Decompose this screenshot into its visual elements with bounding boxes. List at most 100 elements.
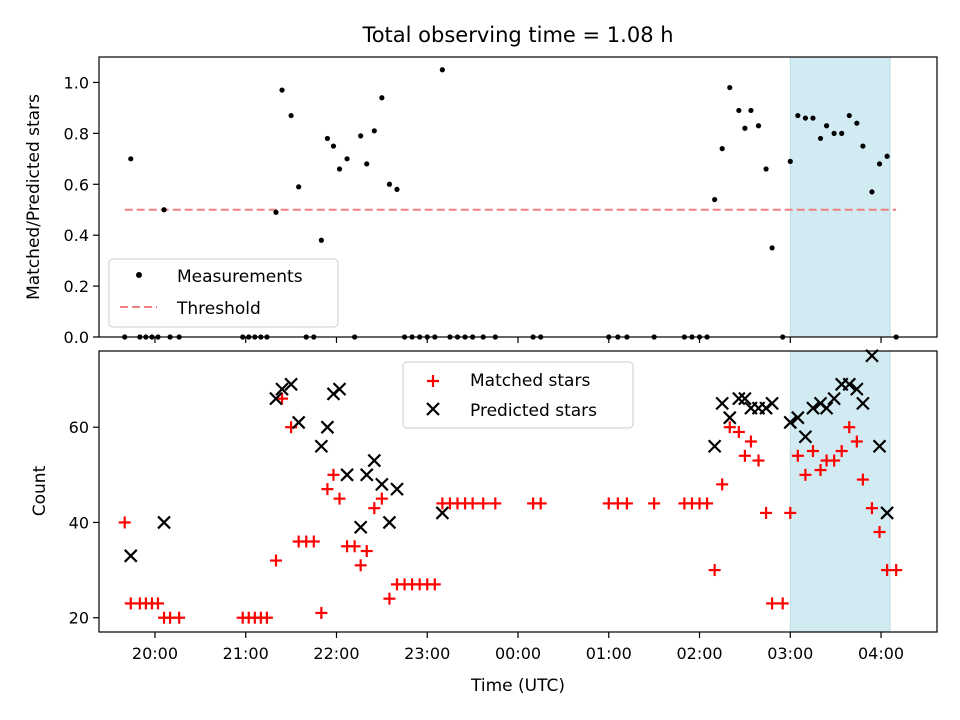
matched-star-point: [865, 502, 878, 515]
matched-star-point: [814, 464, 827, 477]
measurement-point: [330, 143, 337, 149]
measurement-point: [769, 245, 775, 251]
measurement-point: [719, 146, 725, 152]
top-highlight-span: [789, 56, 891, 338]
predicted-star-point: [791, 410, 805, 425]
matched-star-point: [477, 497, 490, 510]
predicted-star-point: [157, 515, 171, 530]
predicted-star-point: [872, 439, 887, 454]
bottom-xtick-label: 01:00: [586, 644, 632, 663]
measurement-point: [854, 120, 860, 126]
predicted-star-point: [715, 396, 729, 411]
predicted-star-point: [367, 453, 382, 468]
matched-star-point: [620, 497, 633, 510]
bottom-xtick-label: 20:00: [132, 644, 178, 663]
matched-star-point: [348, 540, 361, 553]
measurement-point: [296, 184, 302, 190]
bottom-panel: 20 40 60 20:00 21:00 22:00 23:00 00:00 01:00 02:…: [30, 348, 938, 696]
predicted-star-point: [798, 429, 813, 444]
matched-star-point: [307, 535, 320, 548]
matched-star-point: [835, 445, 848, 458]
legend-matched-marker: [427, 375, 439, 387]
bottom-xtick-label: 03:00: [767, 644, 813, 663]
measurement-point: [386, 181, 393, 187]
measurement-point: [336, 166, 343, 172]
legend-threshold-label: Threshold: [176, 299, 261, 319]
matched-star-point: [466, 497, 479, 510]
matched-star-point: [375, 492, 388, 505]
matched-star-point: [752, 454, 765, 467]
measurement-point: [795, 112, 801, 119]
measurement-point: [273, 209, 279, 215]
measurement-point: [736, 107, 742, 114]
top-ytick-label: 0.6: [64, 175, 89, 194]
predicted-star-point: [707, 439, 722, 454]
predicted-star-point: [732, 391, 746, 406]
measurement-point: [839, 130, 845, 136]
matched-star-point: [873, 525, 886, 538]
measurement-point: [161, 207, 167, 213]
predicted-star-point: [275, 382, 289, 396]
measurement-point: [810, 115, 816, 121]
measurement-point: [371, 128, 377, 134]
measurement-point: [364, 161, 370, 167]
predicted-star-point: [284, 377, 298, 392]
measurement-point: [787, 158, 793, 164]
matched-star-point: [791, 449, 804, 462]
matched-star-point: [784, 506, 797, 519]
matched-star-point: [333, 492, 346, 505]
measurement-point: [439, 67, 445, 73]
predicted-star-point: [842, 377, 857, 392]
matched-star-point: [151, 597, 164, 610]
matched-star-point: [760, 506, 773, 519]
matched-star-point: [269, 554, 282, 567]
matched-star-point: [327, 468, 340, 481]
top-y-ticks: 0.0 0.2 0.4 0.6 0.8 1.0: [64, 73, 99, 347]
bottom-y-ticks: 20 40 60: [69, 418, 99, 628]
bottom-xtick-label: 00:00: [495, 644, 541, 663]
matched-star-point: [173, 611, 186, 624]
bottom-marks: [118, 348, 903, 624]
bottom-y-axis-label: Count: [30, 465, 50, 516]
matched-star-point: [428, 578, 441, 591]
bottom-legend-box: [402, 361, 634, 429]
matched-star-point: [648, 497, 661, 510]
legend-predicted-label: Predicted stars: [470, 401, 597, 421]
matched-star-point: [776, 597, 789, 610]
predicted-star-point: [353, 520, 368, 534]
measurement-point: [727, 84, 733, 91]
top-ytick-label: 0.0: [64, 328, 89, 347]
predicted-star-point: [269, 391, 283, 406]
bottom-xtick-label: 22:00: [313, 644, 359, 663]
matched-star-point: [732, 425, 745, 438]
measurement-point: [860, 143, 866, 149]
predicted-star-point: [332, 382, 347, 396]
matched-star-point: [489, 497, 502, 510]
matched-star-point: [744, 435, 757, 448]
predicted-star-point: [340, 468, 354, 482]
measurement-point: [358, 133, 364, 139]
matched-star-point: [321, 483, 334, 496]
measurement-point: [344, 156, 350, 162]
predicted-star-point: [865, 348, 879, 363]
predicted-star-point: [359, 468, 374, 482]
matched-star-point: [850, 435, 863, 448]
legend-matched-label: Matched stars: [470, 371, 590, 391]
predicted-star-point: [856, 396, 870, 411]
matched-star-point: [360, 545, 373, 558]
predicted-star-point: [827, 391, 841, 406]
matched-star-point: [368, 502, 381, 515]
measurement-point: [318, 237, 324, 243]
bottom-ytick-label: 20: [69, 609, 89, 628]
predicted-star-point: [765, 396, 779, 411]
predicted-star-point: [123, 549, 138, 563]
measurement-point: [742, 125, 748, 131]
predicted-star-point: [382, 515, 397, 530]
measurement-point: [876, 161, 883, 167]
top-panel: 0.0 0.2 0.4 0.6 0.8 1.0 Matched/Predicted sta…: [24, 56, 938, 347]
measurement-point: [324, 135, 331, 142]
measurement-point: [823, 123, 830, 129]
predicted-star-point: [819, 401, 834, 415]
predicted-star-point: [738, 391, 752, 406]
